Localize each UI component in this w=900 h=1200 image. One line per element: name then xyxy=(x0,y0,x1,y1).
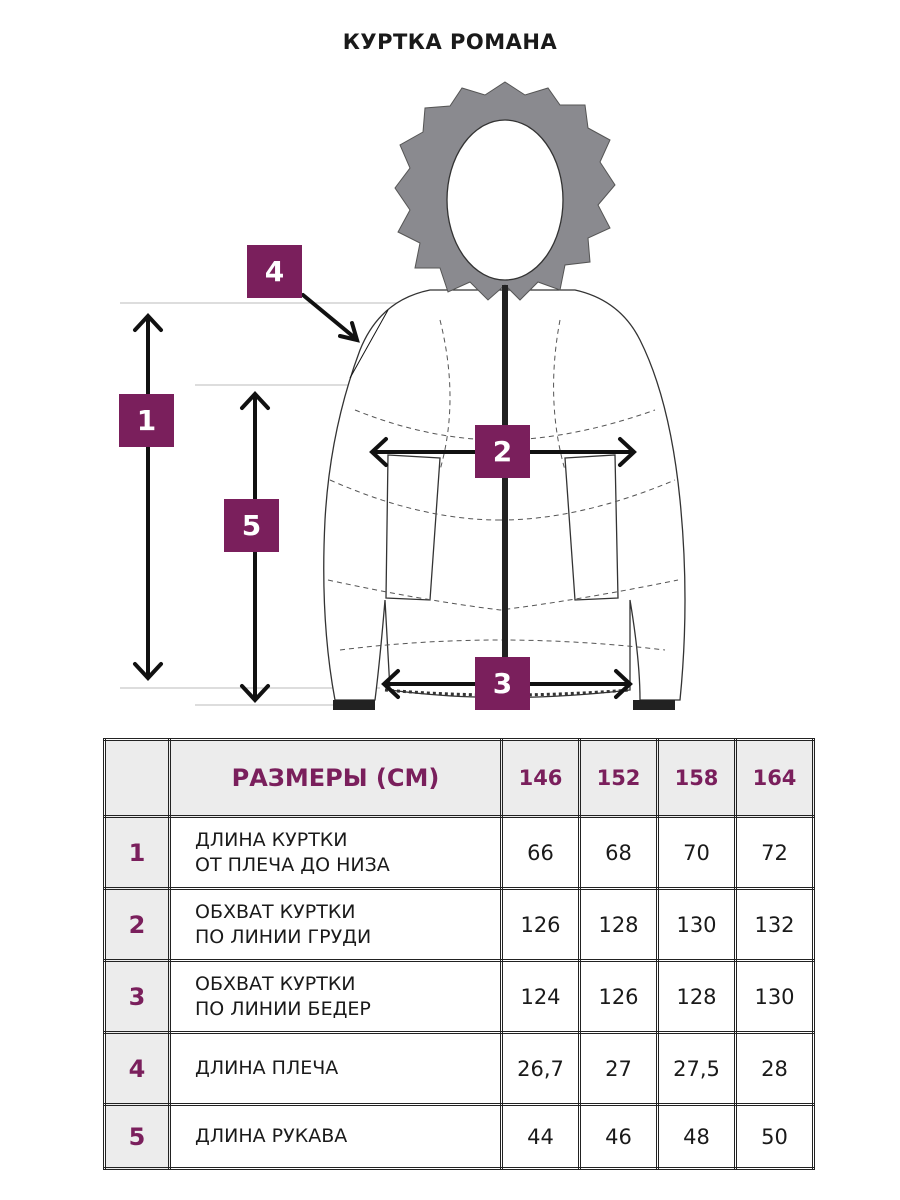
cell: 126 xyxy=(578,959,659,1034)
cell: 132 xyxy=(734,887,815,962)
cell: 28 xyxy=(734,1031,815,1106)
row-label: ОБХВАТ КУРТКИ ПО ЛИНИИ БЕДЕР xyxy=(168,959,503,1034)
page-title: КУРТКА РОМАНА xyxy=(342,30,558,54)
table-row: 1 ДЛИНА КУРТКИ ОТ ПЛЕЧА ДО НИЗА 66 68 70 … xyxy=(103,815,815,890)
row-label: ДЛИНА ПЛЕЧА xyxy=(168,1031,503,1106)
header-label: РАЗМЕРЫ (СМ) xyxy=(168,738,503,818)
cell: 70 xyxy=(656,815,737,890)
cell: 27,5 xyxy=(656,1031,737,1106)
size-164: 164 xyxy=(734,738,815,818)
cell: 72 xyxy=(734,815,815,890)
cell: 66 xyxy=(500,815,581,890)
marker-1: 1 xyxy=(119,394,174,447)
header-blank-cell xyxy=(103,738,171,818)
cell: 128 xyxy=(656,959,737,1034)
marker-4: 4 xyxy=(247,245,302,298)
cell: 130 xyxy=(656,887,737,962)
cell: 124 xyxy=(500,959,581,1034)
row-label-line: ПО ЛИНИИ ГРУДИ xyxy=(195,925,372,948)
table-row: 3 ОБХВАТ КУРТКИ ПО ЛИНИИ БЕДЕР 124 126 12… xyxy=(103,959,815,1034)
table-header-row: РАЗМЕРЫ (СМ) 146 152 158 164 xyxy=(103,738,815,818)
row-label-line: ДЛИНА ПЛЕЧА xyxy=(195,1057,339,1079)
fur-hood xyxy=(394,81,616,301)
cell: 46 xyxy=(578,1103,659,1170)
table-row: 4 ДЛИНА ПЛЕЧА 26,7 27 27,5 28 xyxy=(103,1031,815,1106)
row-label-line: ПО ЛИНИИ БЕДЕР xyxy=(195,997,371,1020)
cell: 26,7 xyxy=(500,1031,581,1106)
row-number: 5 xyxy=(103,1103,171,1170)
table-row: 2 ОБХВАТ КУРТКИ ПО ЛИНИИ ГРУДИ 126 128 13… xyxy=(103,887,815,962)
row-number: 4 xyxy=(103,1031,171,1106)
size-152: 152 xyxy=(578,738,659,818)
cell: 128 xyxy=(578,887,659,962)
size-146: 146 xyxy=(500,738,581,818)
marker-3: 3 xyxy=(475,657,530,710)
row-label-line: ОБХВАТ КУРТКИ xyxy=(195,972,356,995)
row-label-line: ОБХВАТ КУРТКИ xyxy=(195,900,356,923)
row-label: ДЛИНА КУРТКИ ОТ ПЛЕЧА ДО НИЗА xyxy=(168,815,503,890)
marker-5: 5 xyxy=(224,499,279,552)
cell: 50 xyxy=(734,1103,815,1170)
row-label-line: ДЛИНА РУКАВА xyxy=(195,1125,348,1147)
jacket-illustration xyxy=(120,81,686,710)
row-number: 1 xyxy=(103,815,171,890)
row-label: ДЛИНА РУКАВА xyxy=(168,1103,503,1170)
table-row: 5 ДЛИНА РУКАВА 44 46 48 50 xyxy=(103,1103,815,1170)
row-label-line: ДЛИНА КУРТКИ xyxy=(195,828,348,851)
cell: 126 xyxy=(500,887,581,962)
marker-2: 2 xyxy=(475,425,530,478)
row-number: 3 xyxy=(103,959,171,1034)
size-table: РАЗМЕРЫ (СМ) 146 152 158 164 1 ДЛИНА КУР… xyxy=(103,738,815,1170)
cell: 27 xyxy=(578,1031,659,1106)
cell: 44 xyxy=(500,1103,581,1170)
cell: 68 xyxy=(578,815,659,890)
size-158: 158 xyxy=(656,738,737,818)
cell: 48 xyxy=(656,1103,737,1170)
row-number: 2 xyxy=(103,887,171,962)
cell: 130 xyxy=(734,959,815,1034)
row-label: ОБХВАТ КУРТКИ ПО ЛИНИИ ГРУДИ xyxy=(168,887,503,962)
row-label-line: ОТ ПЛЕЧА ДО НИЗА xyxy=(195,853,390,876)
